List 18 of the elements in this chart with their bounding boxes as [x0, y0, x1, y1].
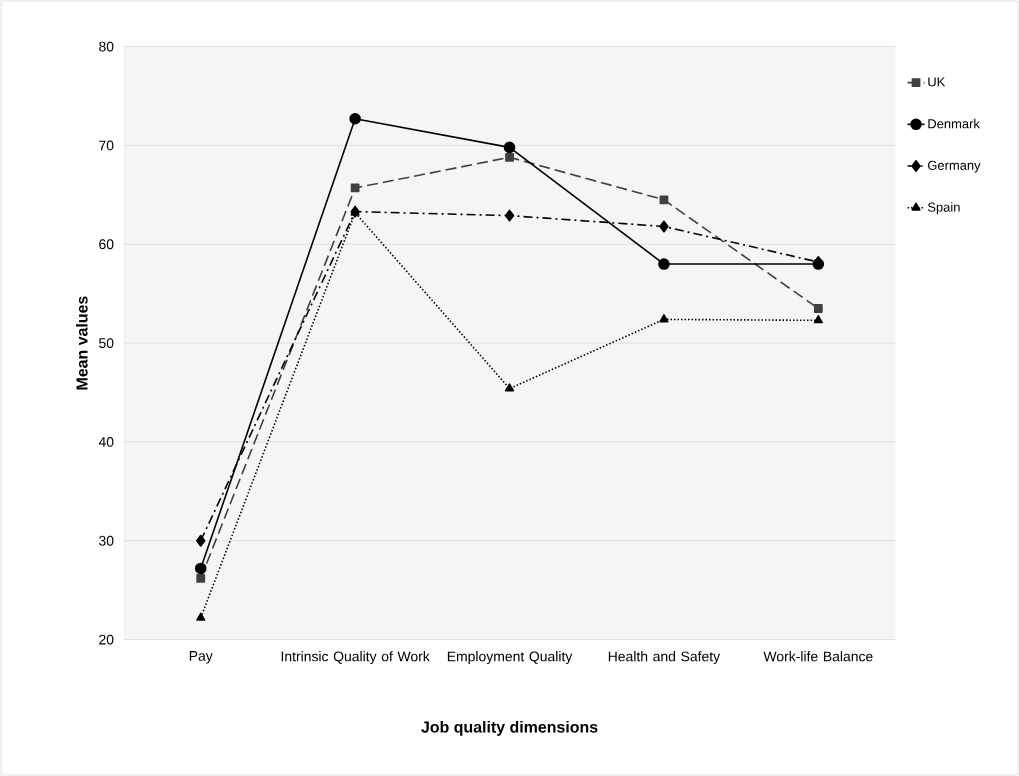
legend-label: Denmark	[928, 118, 980, 129]
y-tick-label: 60	[99, 239, 114, 250]
x-tick-label: Health and Safety	[608, 651, 721, 665]
y-tick-label: 20	[99, 634, 114, 645]
legend-label: Germany	[927, 160, 981, 173]
legend-label: UK	[928, 77, 946, 87]
y-tick-label: 70	[99, 140, 114, 151]
y-tick-label: 50	[99, 338, 114, 349]
x-tick-label: Work-life Balance	[763, 651, 873, 662]
y-axis-title: Mean values	[75, 296, 88, 390]
y-tick-label: 30	[99, 535, 114, 546]
x-tick-label: Intrinsic Quality of Work	[281, 651, 430, 665]
x-axis-title: Job quality dimensions	[421, 720, 598, 736]
x-tick-label: Pay	[189, 651, 213, 664]
y-tick-label: 40	[98, 436, 114, 447]
legend-label: Spain	[927, 202, 960, 215]
y-tick-label: 80	[99, 41, 114, 52]
x-tick-label: Employment Quality	[447, 651, 573, 665]
